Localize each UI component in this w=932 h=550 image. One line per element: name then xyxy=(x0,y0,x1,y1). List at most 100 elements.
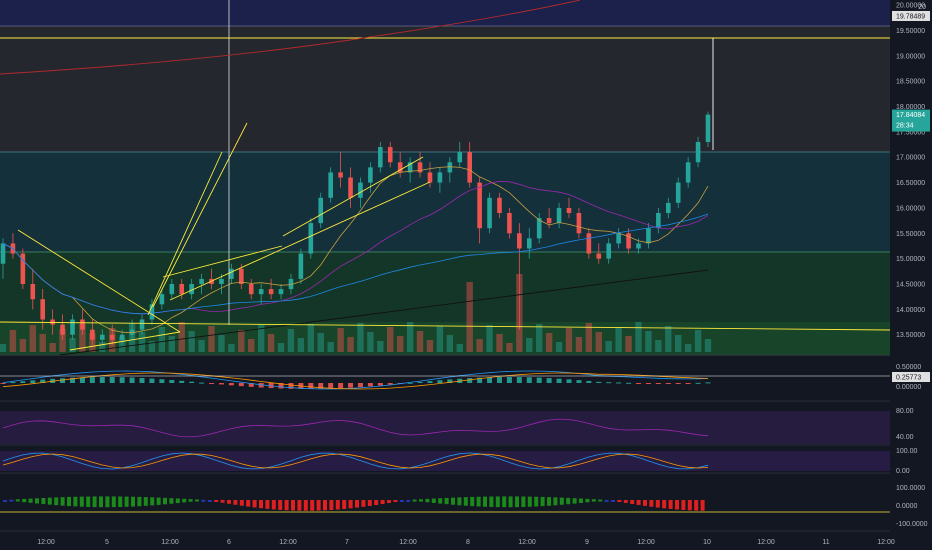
cci-bar xyxy=(79,496,84,507)
candle-body xyxy=(646,228,651,244)
stoch-axis-label: 0.00 xyxy=(896,468,910,475)
volume-bar xyxy=(595,332,602,352)
macd-histogram-bar xyxy=(70,377,76,383)
cci-bar xyxy=(28,498,33,503)
candle-body xyxy=(417,162,423,173)
current-price-text: 17.84084 xyxy=(896,112,925,119)
cci-bar xyxy=(591,499,596,502)
macd-histogram-bar xyxy=(705,382,711,384)
macd-histogram-bar xyxy=(99,377,105,383)
zone-band-teal xyxy=(0,152,890,252)
candle-body xyxy=(526,238,532,249)
candle-body xyxy=(656,213,661,229)
cci-bar xyxy=(73,496,78,507)
cci-bar xyxy=(655,500,660,508)
price-axis-label: 16.50000 xyxy=(896,180,925,187)
price-axis-label: 18.50000 xyxy=(896,79,925,86)
volume-bar xyxy=(387,327,394,352)
macd-axis-label: 0.50000 xyxy=(896,364,921,371)
macd-histogram-bar xyxy=(526,377,532,383)
price-axis-label: 17.00000 xyxy=(896,155,925,162)
volume-bar xyxy=(406,322,414,352)
volume-bar xyxy=(704,339,712,352)
cci-bar xyxy=(566,497,571,505)
cci-bar xyxy=(559,497,564,505)
macd-histogram-bar xyxy=(199,382,205,384)
macd-histogram-bar xyxy=(30,380,36,383)
candle-body xyxy=(268,289,274,295)
cci-bar xyxy=(22,498,27,503)
volume-bar xyxy=(535,324,543,352)
cci-bar xyxy=(220,500,225,503)
cci-bar xyxy=(195,499,199,502)
price-axis-panel[interactable] xyxy=(890,0,932,550)
cci-bar xyxy=(291,500,295,511)
volume-bar xyxy=(337,328,344,352)
volume-bar xyxy=(575,337,583,352)
volume-bar xyxy=(675,335,682,352)
macd-histogram-bar xyxy=(10,382,16,384)
candle-body xyxy=(348,177,353,198)
time-axis-label: 12:00 xyxy=(37,539,55,546)
candle-body xyxy=(169,284,175,295)
macd-histogram-bar xyxy=(149,378,155,383)
time-axis-label: 12:00 xyxy=(877,539,895,546)
volume-bar xyxy=(565,328,573,352)
macd-histogram-bar xyxy=(427,381,433,383)
cci-bar xyxy=(163,497,167,505)
candle-body xyxy=(239,268,244,284)
candle-body xyxy=(397,162,403,173)
volume-bar xyxy=(148,341,156,352)
macd-histogram-bar xyxy=(576,380,582,383)
candle-body xyxy=(129,329,135,335)
volume-bar xyxy=(486,325,493,352)
cci-bar xyxy=(604,499,609,502)
volume-bar xyxy=(178,322,185,352)
macd-histogram-bar xyxy=(477,377,483,383)
cci-bar xyxy=(355,500,359,508)
volume-bar xyxy=(665,326,672,352)
macd-histogram-bar xyxy=(606,382,612,384)
macd-histogram-bar xyxy=(516,377,522,383)
macd-histogram-bar xyxy=(238,383,244,387)
price-line-tag xyxy=(892,10,930,21)
candle-body xyxy=(288,278,294,290)
macd-histogram-bar xyxy=(487,377,493,383)
volume-bar xyxy=(238,330,245,352)
candle-body xyxy=(0,243,6,264)
macd-histogram-bar xyxy=(209,383,215,384)
cci-bar xyxy=(329,500,334,510)
macd-histogram-bar xyxy=(20,381,26,383)
volume-bar xyxy=(218,335,225,352)
cci-bar xyxy=(585,498,590,503)
macd-histogram-bar xyxy=(89,377,95,383)
time-axis-label: 12:00 xyxy=(399,539,417,546)
trendline-drawings[interactable] xyxy=(0,122,891,351)
rsi-band xyxy=(0,411,890,444)
cci-bar xyxy=(150,497,155,506)
macd-histogram-bar xyxy=(635,383,641,384)
cci-bar xyxy=(687,500,692,511)
macd-histogram-bar xyxy=(675,383,681,384)
time-axis-panel[interactable] xyxy=(0,532,890,550)
volume-bar xyxy=(277,343,285,352)
volume-bar xyxy=(357,323,364,352)
cci-bar xyxy=(527,496,532,507)
cci-bar xyxy=(54,497,59,506)
macd-histogram-bar xyxy=(546,378,552,383)
cci-bar xyxy=(521,496,526,507)
candle-body xyxy=(109,334,115,340)
cci-bar xyxy=(284,500,289,511)
candle-body xyxy=(636,243,641,249)
rsi-axis-label: 80.00 xyxy=(896,408,914,415)
macd-axis-label: 0.00000 xyxy=(896,384,921,391)
candle-body xyxy=(378,147,383,168)
volume-bar xyxy=(317,333,324,352)
cci-bar xyxy=(278,500,283,510)
time-axis-label: 9 xyxy=(585,539,589,546)
stoch-d-line xyxy=(2,453,709,469)
cci-bar xyxy=(617,500,622,502)
macd-histogram-bar xyxy=(616,382,622,384)
cci-bar xyxy=(111,496,116,508)
